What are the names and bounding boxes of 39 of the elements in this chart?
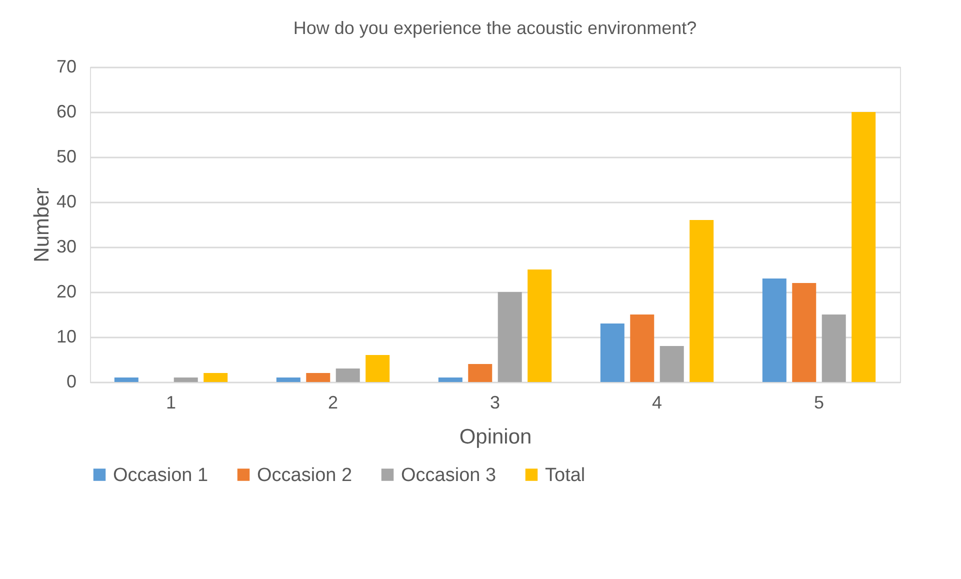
y-tick-label: 0 [66,372,76,392]
bar [690,220,714,382]
y-tick-label: 50 [56,146,76,166]
x-tick-label: 2 [328,392,338,412]
legend-label: Occasion 1 [113,464,208,486]
y-tick-label: 20 [56,282,76,302]
bar [438,378,462,382]
x-tick-label: 3 [490,392,500,412]
x-axis-title: Opinion [459,426,532,448]
bar [204,373,228,382]
bar [792,283,816,382]
x-tick-label: 5 [814,392,824,412]
bar [762,278,786,382]
legend-label: Total [545,464,586,486]
bar [528,270,552,382]
bar [366,355,390,382]
y-tick-label: 10 [56,326,76,346]
bar [174,378,198,382]
bar [630,314,654,382]
bar [852,112,876,382]
bar [276,378,300,382]
bar [336,368,360,382]
bar [498,292,522,382]
y-tick-label: 70 [56,56,76,76]
bar [600,324,624,382]
y-axis-title: Number [30,188,54,262]
bar [468,364,492,382]
chart-title: How do you experience the acoustic environment? [293,18,697,38]
y-tick-label: 40 [56,192,76,212]
bar [306,373,330,382]
legend-label: Occasion 3 [401,464,496,486]
x-tick-label: 4 [652,392,662,412]
bar [660,346,684,382]
y-tick-label: 60 [56,102,76,122]
legend-label: Occasion 2 [257,464,352,486]
bar [114,378,138,382]
bar [822,314,846,382]
y-tick-label: 30 [56,236,76,256]
x-tick-label: 1 [166,392,176,412]
